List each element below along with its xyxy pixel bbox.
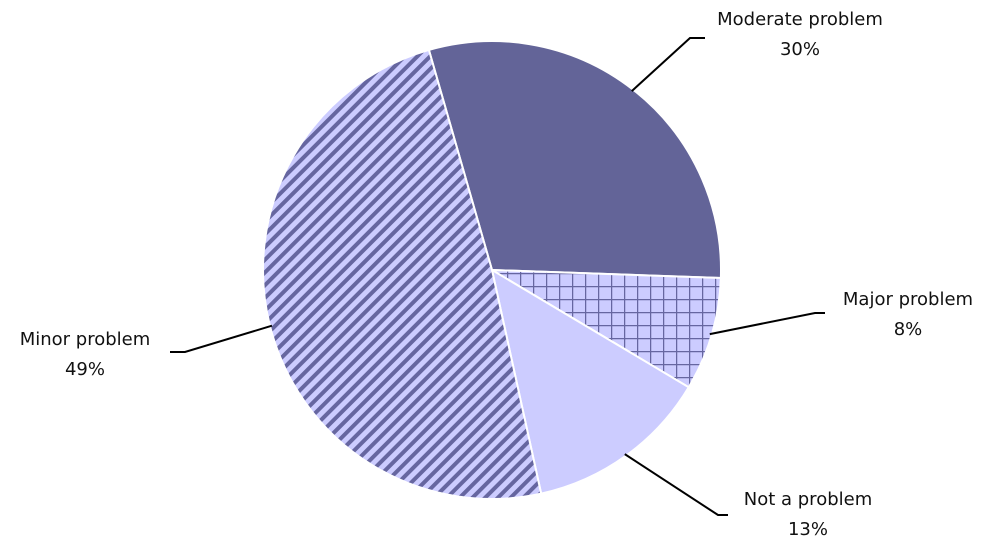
leader-line: [709, 312, 825, 336]
slice-label: Minor problem: [20, 329, 151, 350]
value-label: 8%: [894, 319, 923, 340]
value-label: 13%: [788, 519, 828, 540]
leader-line: [624, 453, 728, 516]
leader-line: [170, 324, 273, 353]
slice-label: Moderate problem: [717, 9, 883, 30]
value-label: 49%: [65, 359, 105, 380]
value-label: 30%: [780, 39, 820, 60]
slice-label: Major problem: [843, 289, 973, 310]
leader-line: [631, 37, 705, 92]
slice-label: Not a problem: [744, 489, 873, 510]
